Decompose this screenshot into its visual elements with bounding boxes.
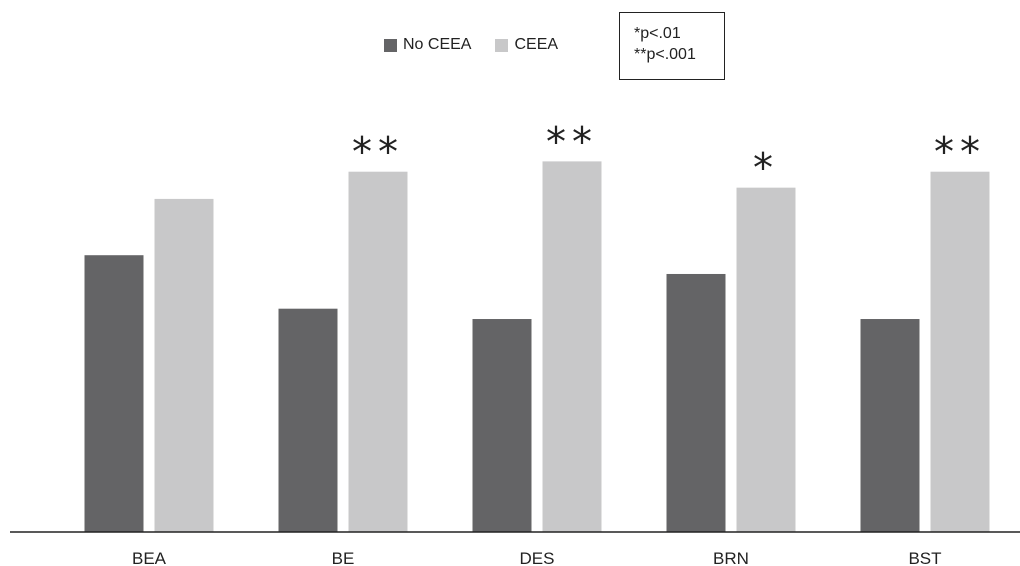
significance-marker-des: ** bbox=[546, 119, 598, 165]
significance-key: *p<.01 **p<.001 bbox=[619, 12, 725, 80]
bar-no-ceea-des bbox=[472, 319, 532, 532]
bar-no-ceea-bst bbox=[860, 319, 920, 532]
legend-swatch-no-ceea bbox=[384, 38, 397, 52]
bar-no-ceea-be bbox=[278, 308, 338, 532]
bar-no-ceea-brn bbox=[666, 273, 726, 532]
legend-label-ceea: CEEA bbox=[514, 36, 559, 53]
x-tick-label-bea: BEA bbox=[132, 549, 167, 566]
significance-marker-brn: * bbox=[753, 146, 779, 192]
significance-key-double: **p<.001 bbox=[634, 46, 696, 63]
legend: No CEEA CEEA bbox=[384, 36, 572, 54]
bar-ceea-bst bbox=[930, 171, 990, 532]
x-tick-label-bst: BST bbox=[908, 549, 941, 566]
significance-marker-bst: ** bbox=[934, 130, 986, 176]
x-tick-label-brn: BRN bbox=[713, 549, 749, 566]
legend-label-no-ceea: No CEEA bbox=[403, 36, 472, 53]
legend-swatch-ceea bbox=[495, 38, 509, 52]
bar-ceea-brn bbox=[736, 187, 796, 532]
bar-ceea-des bbox=[542, 161, 602, 532]
x-tick-label-be: BE bbox=[332, 549, 355, 566]
legend-item-ceea: CEEA bbox=[495, 36, 558, 54]
legend-item-no-ceea: No CEEA bbox=[384, 36, 471, 54]
bar-ceea-be bbox=[348, 171, 408, 532]
x-tick-label-des: DES bbox=[520, 549, 555, 566]
significance-key-single: *p<.01 bbox=[634, 25, 681, 42]
significance-marker-be: ** bbox=[352, 130, 404, 176]
bar-ceea-bea bbox=[154, 198, 214, 532]
bar-no-ceea-bea bbox=[84, 255, 144, 532]
